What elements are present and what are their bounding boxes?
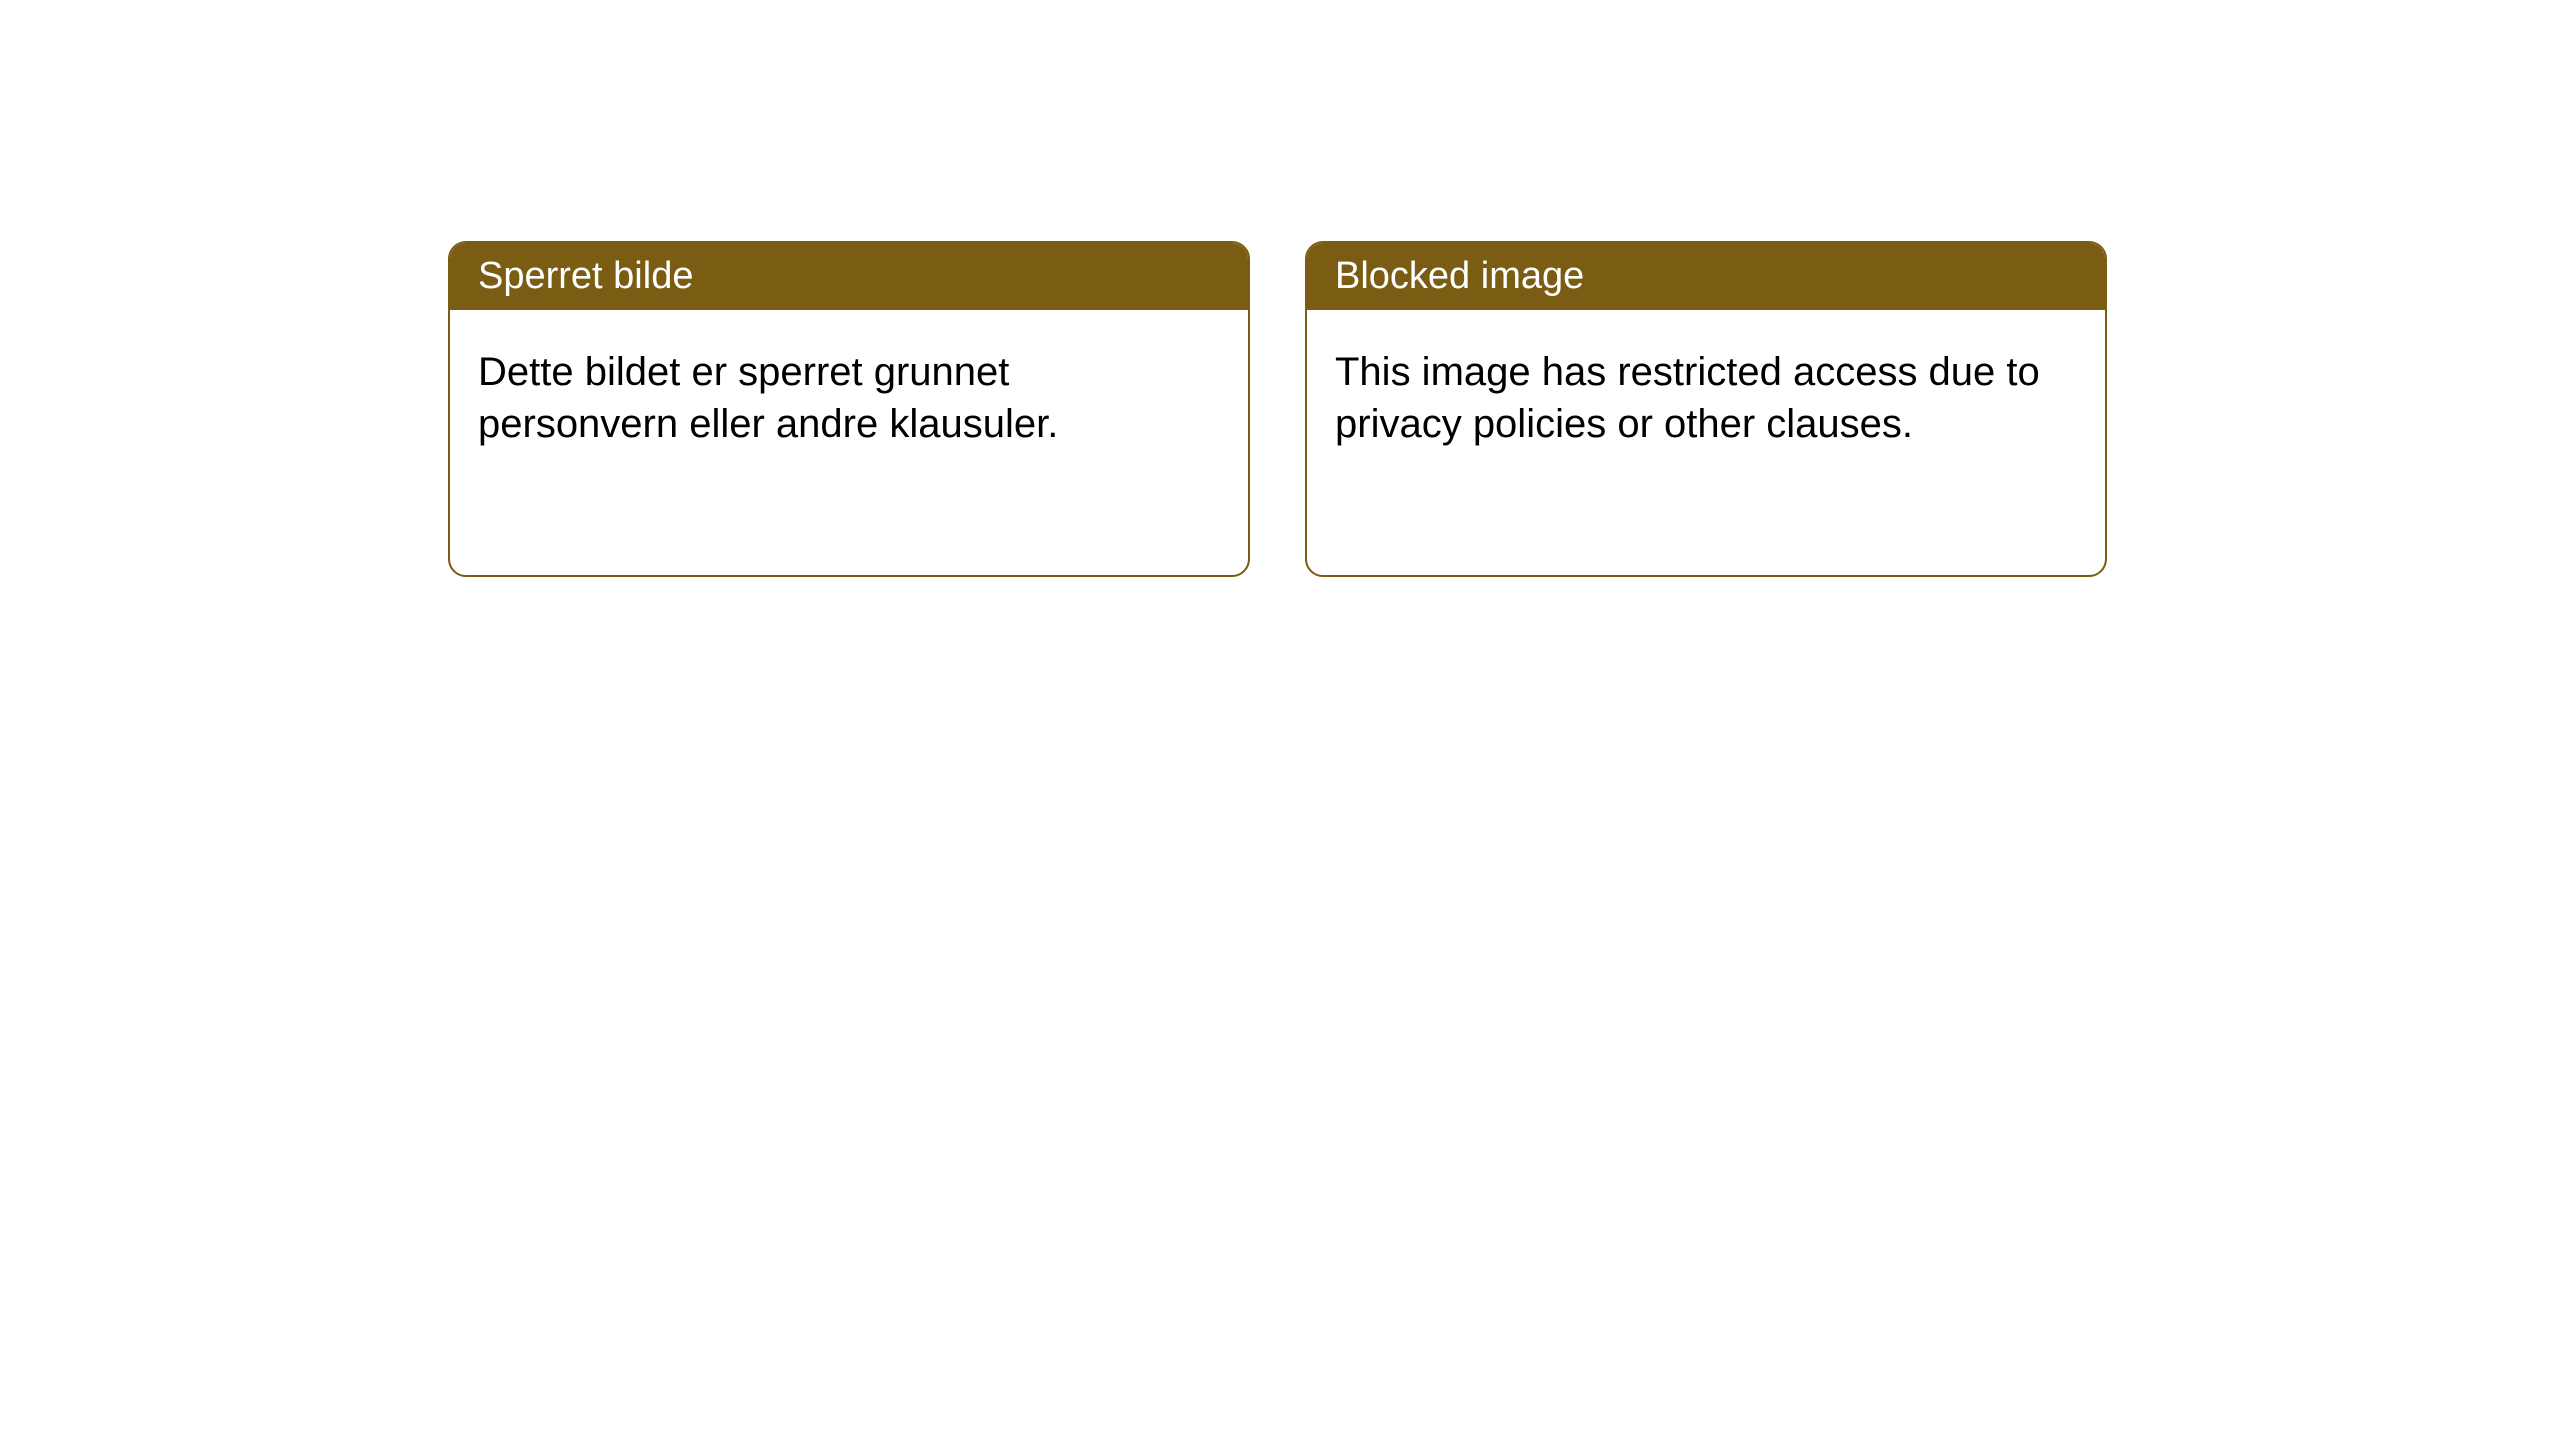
card-title: Sperret bilde xyxy=(478,255,693,297)
card-body: Dette bildet er sperret grunnet personve… xyxy=(450,310,1248,486)
card-body: This image has restricted access due to … xyxy=(1307,310,2105,486)
card-body-text: Dette bildet er sperret grunnet personve… xyxy=(478,350,1058,446)
notice-container: Sperret bilde Dette bildet er sperret gr… xyxy=(0,0,2560,577)
card-title: Blocked image xyxy=(1335,255,1584,297)
notice-card-norwegian: Sperret bilde Dette bildet er sperret gr… xyxy=(448,241,1250,577)
card-body-text: This image has restricted access due to … xyxy=(1335,350,2040,446)
card-header: Sperret bilde xyxy=(450,243,1248,310)
notice-card-english: Blocked image This image has restricted … xyxy=(1305,241,2107,577)
card-header: Blocked image xyxy=(1307,243,2105,310)
